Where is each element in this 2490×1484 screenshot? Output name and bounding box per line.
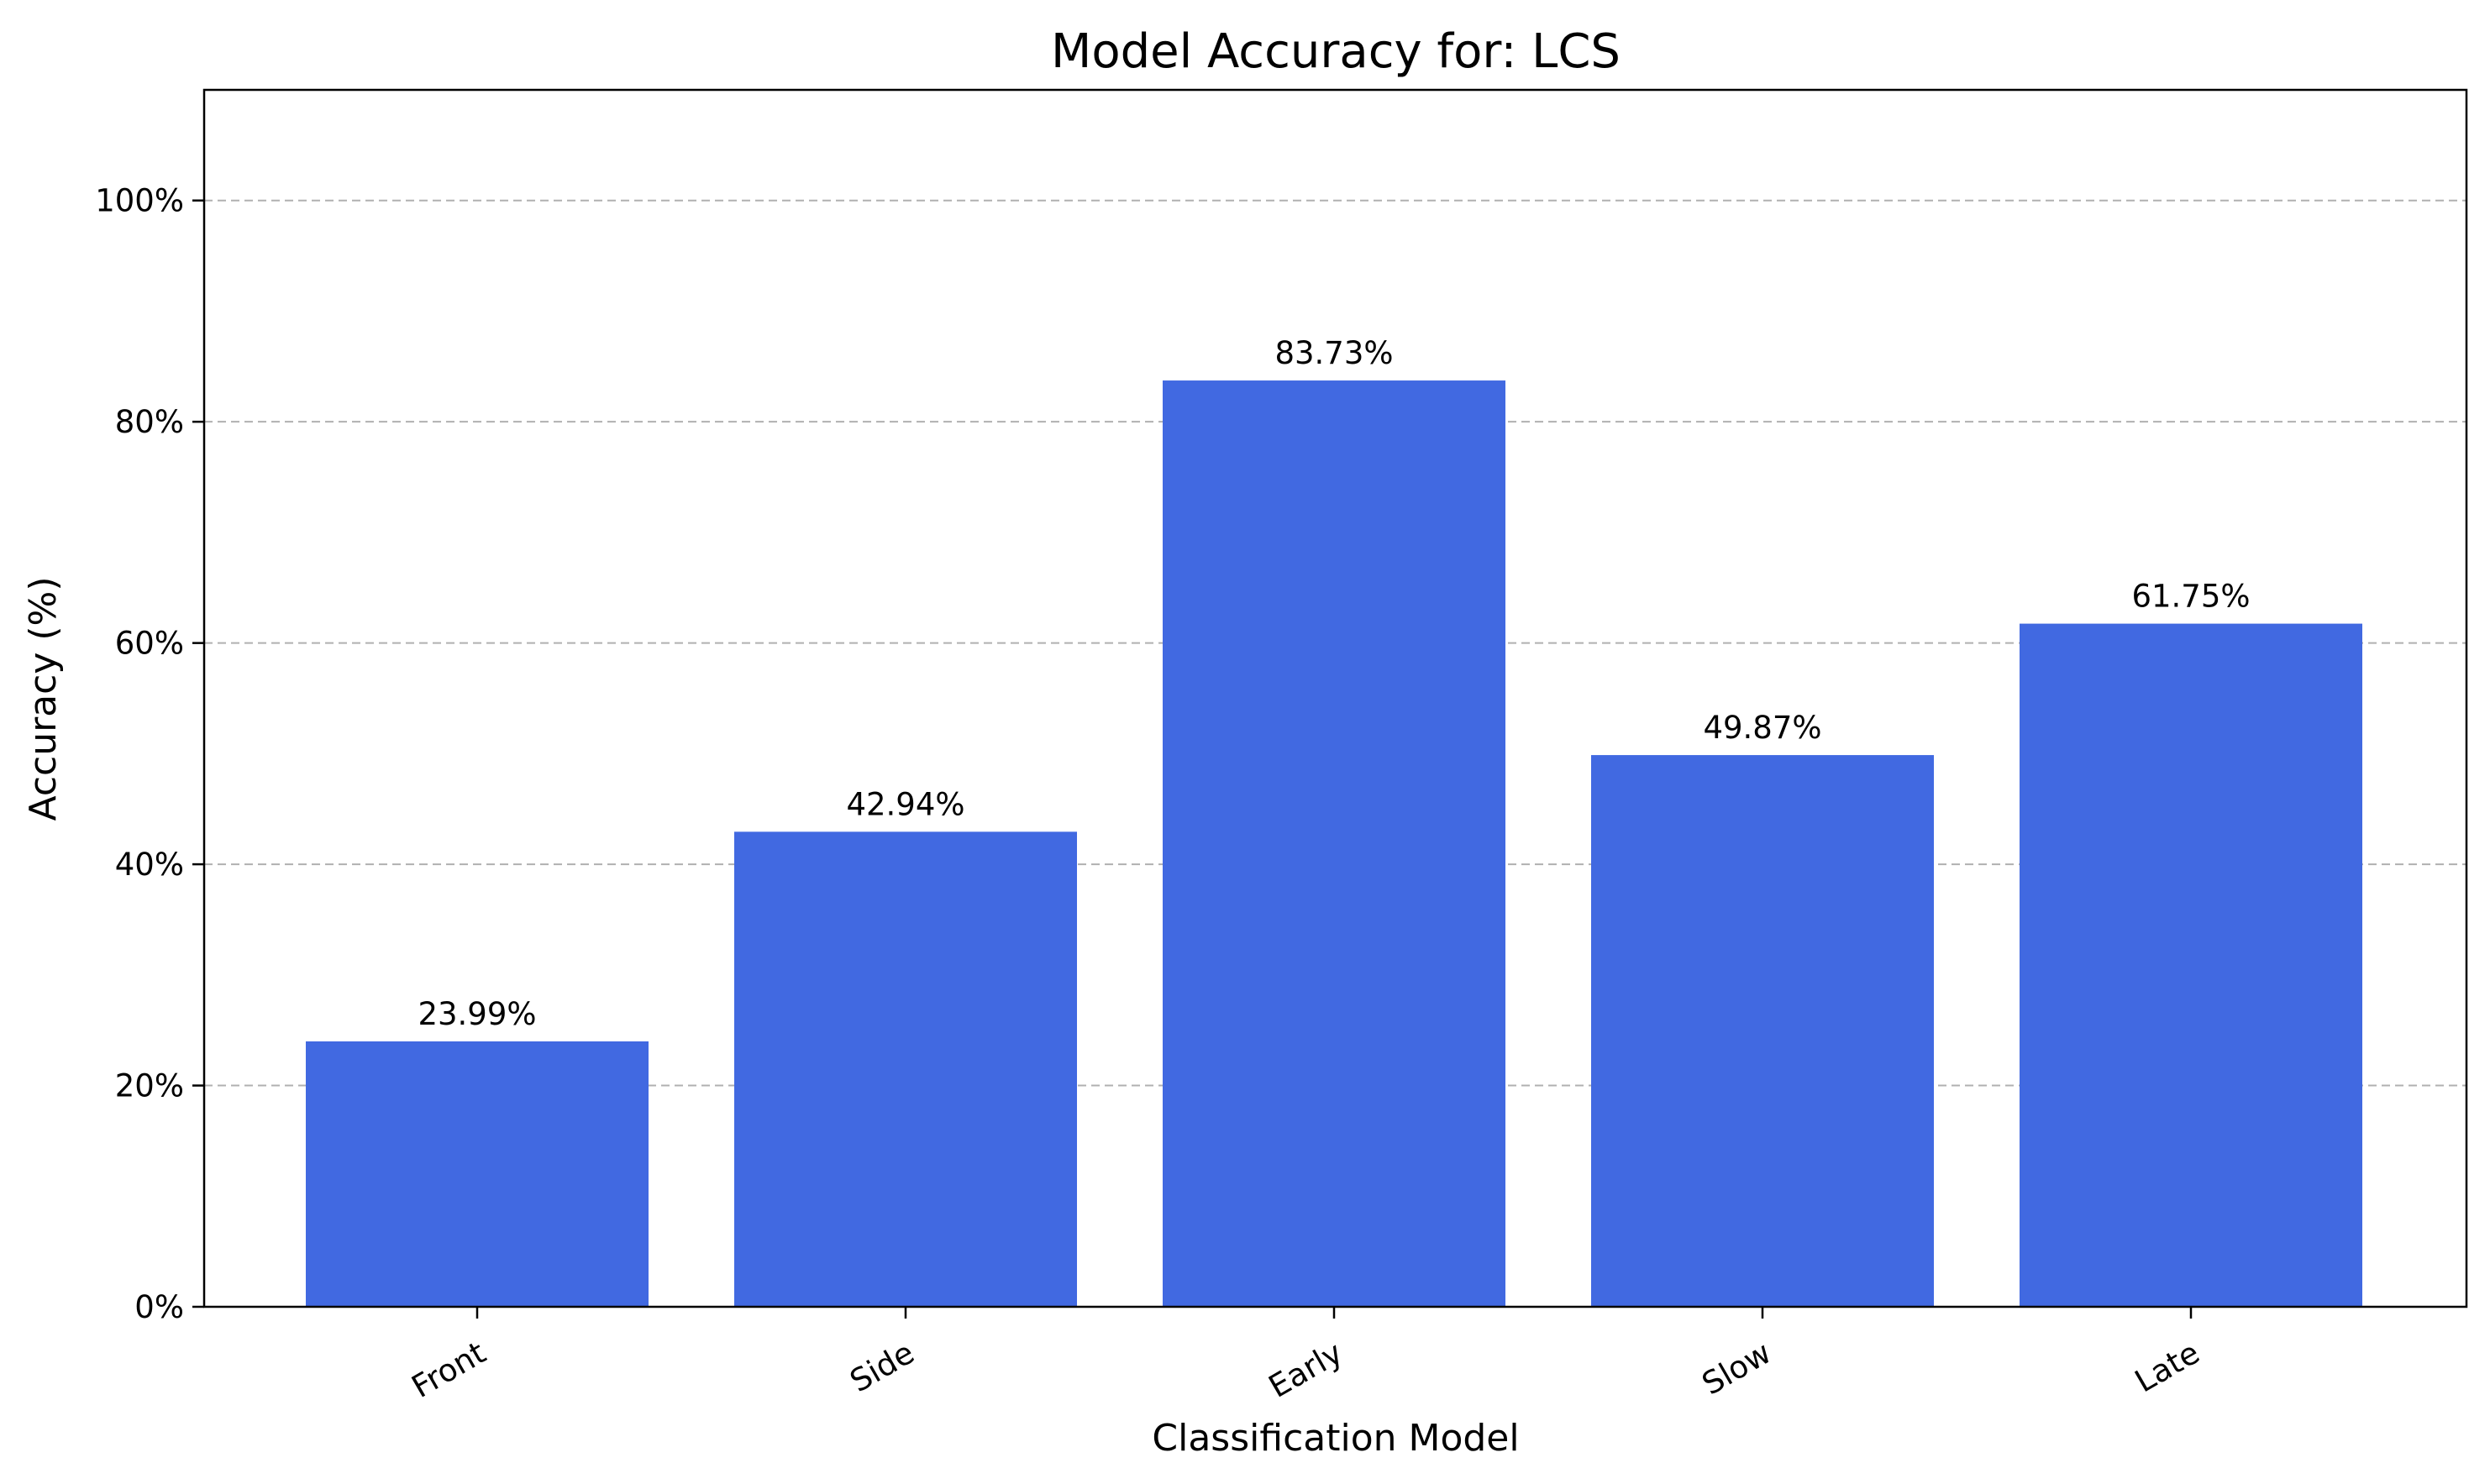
bar-side	[734, 831, 1077, 1307]
x-axis-ticks: Front Side Early Slow Late	[406, 1307, 2205, 1405]
bar-slow	[1591, 755, 1934, 1307]
bar-late	[2020, 623, 2362, 1307]
data-label: 23.99%	[418, 996, 536, 1032]
x-tick-label: Front	[406, 1335, 492, 1405]
chart-title: Model Accuracy for: LCS	[1051, 24, 1621, 79]
y-tick-label: 100%	[95, 183, 184, 219]
y-tick-label: 60%	[115, 626, 184, 662]
data-labels: 23.99% 42.94% 83.73% 49.87% 61.75%	[418, 335, 2250, 1032]
data-label: 83.73%	[1274, 335, 1393, 371]
y-tick-label: 20%	[115, 1068, 184, 1104]
data-label: 61.75%	[2131, 579, 2250, 615]
plot-frame	[202, 88, 2468, 1308]
bars	[306, 380, 2362, 1307]
y-tick-label: 0%	[134, 1289, 184, 1325]
bar-front	[306, 1041, 649, 1307]
x-tick-label: Late	[2129, 1335, 2205, 1400]
y-tick-label: 80%	[115, 404, 184, 440]
y-axis-ticks: 0% 20% 40% 60% 80% 100%	[95, 183, 204, 1325]
data-label: 49.87%	[1703, 710, 1821, 746]
x-tick-label: Early	[1263, 1335, 1348, 1405]
x-tick-label: Side	[844, 1335, 921, 1399]
data-label: 42.94%	[846, 786, 964, 822]
y-tick-label: 40%	[115, 847, 184, 883]
x-tick-label: Slow	[1696, 1335, 1778, 1403]
bar-early	[1163, 380, 1505, 1307]
y-axis-label: Accuracy (%)	[22, 576, 65, 821]
x-axis-label: Classification Model	[1152, 1417, 1519, 1460]
